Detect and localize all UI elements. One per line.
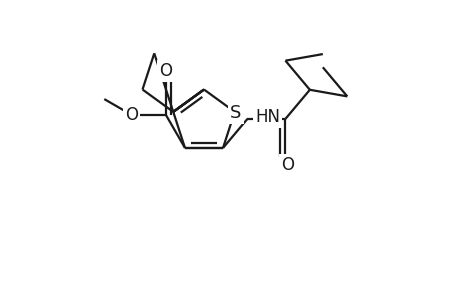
Text: O: O: [125, 106, 138, 124]
Text: HN: HN: [255, 108, 280, 126]
Text: O: O: [280, 156, 293, 174]
Text: O: O: [159, 62, 172, 80]
Text: S: S: [230, 104, 241, 122]
